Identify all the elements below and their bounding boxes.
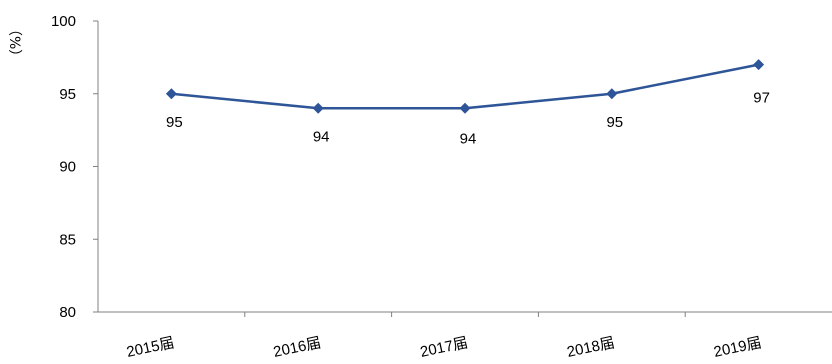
axes (97, 21, 832, 313)
data-label: 94 (313, 128, 330, 145)
data-label: 95 (166, 114, 183, 131)
x-tick-label: 2018届 (565, 334, 616, 361)
data-label: 97 (753, 90, 770, 107)
data-point (165, 88, 177, 100)
y-tick-label: 85 (59, 231, 76, 248)
x-tick-label: 2019届 (712, 334, 763, 361)
y-tick-label: 90 (59, 159, 76, 176)
y-axis-unit: （%） (6, 22, 22, 63)
y-tick-label: 80 (59, 304, 76, 321)
y-axis-label: （%） (6, 22, 22, 63)
data-point (606, 88, 618, 100)
data-point (459, 102, 471, 114)
x-tick-label: 2015届 (125, 334, 176, 361)
data-label: 94 (460, 130, 477, 147)
y-tick-label: 100 (51, 13, 76, 30)
series-line (165, 59, 765, 114)
data-label: 95 (606, 114, 623, 131)
data-point (753, 59, 765, 71)
data-labels: 95 94 94 95 97 (166, 90, 770, 148)
series-line-path (171, 63, 759, 110)
data-point (312, 102, 324, 114)
y-ticks: 80 85 90 95 100 (51, 13, 98, 321)
x-tick-label: 2017届 (419, 334, 470, 361)
x-tick-label: 2016届 (272, 334, 323, 361)
x-ticks: 2015届 2016届 2017届 2018届 2019届 (125, 312, 763, 361)
y-tick-label: 95 (59, 86, 76, 103)
